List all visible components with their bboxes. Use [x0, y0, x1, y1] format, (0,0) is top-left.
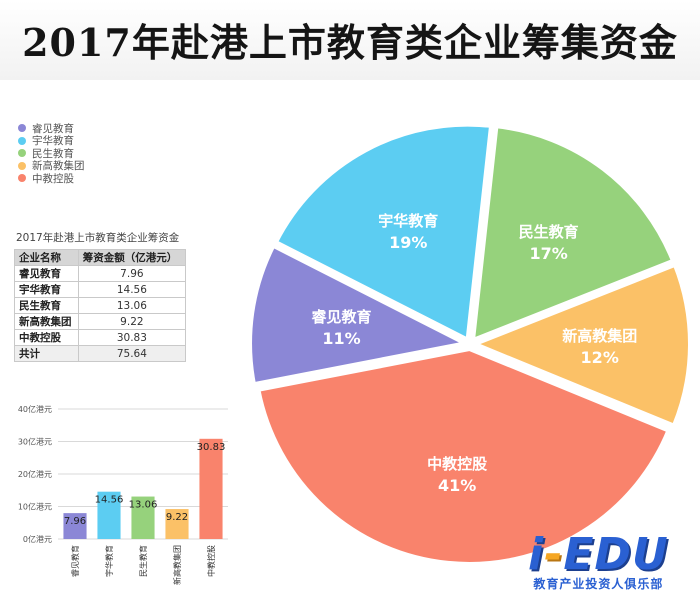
table-cell-amount: 7.96: [77, 265, 187, 282]
table-row: 中教控股 30.83: [14, 329, 187, 346]
legend-label: 新高教集团: [32, 160, 85, 173]
table-caption: 2017年赴港上市教育类企业筹资金: [16, 232, 180, 244]
pie-slice-percent: 41%: [438, 476, 476, 495]
legend-swatch: [18, 124, 26, 133]
legend-swatch: [18, 149, 26, 158]
bar-value-label: 13.06: [129, 500, 158, 511]
column-header-company: 企业名称: [14, 249, 79, 266]
legend-swatch: [18, 161, 26, 170]
bar-y-tick-label: 10亿港元: [18, 502, 52, 512]
pie-slice: [470, 124, 676, 344]
bar-chart: 0亿港元 10亿港元 20亿港元 30亿港元 40亿港元 7.96 睿见教育 14.56 宇华教…: [18, 404, 228, 585]
bar-value-label: 9.22: [166, 512, 188, 523]
table-cell-company: 共计: [14, 345, 79, 362]
table-header-row: 企业名称 筹资金额（亿港元）: [14, 249, 187, 266]
funding-table: 企业名称 筹资金额（亿港元） 睿见教育 7.96 宇华教育 14.56 民生教育…: [14, 249, 187, 362]
page-title: 2017年赴港上市教育类企业筹集资金: [22, 20, 678, 65]
legend-label: 中教控股: [32, 172, 74, 185]
table-cell-company: 民生教育: [14, 297, 79, 314]
pie-slice: [248, 243, 472, 387]
legend-item: 中教控股: [18, 172, 85, 185]
table-cell-amount: 9.22: [77, 313, 187, 330]
pie-slice-percent: 19%: [389, 233, 427, 252]
table-cell-amount: 75.64: [77, 345, 187, 362]
table-row: 睿见教育 7.96: [14, 265, 187, 282]
table-row: 新高教集团 9.22: [14, 313, 187, 330]
legend-item: 新高教集团: [18, 160, 85, 173]
table-cell-company: 宇华教育: [14, 281, 79, 298]
bar-value-label: 14.56: [95, 495, 124, 506]
bar-y-tick-label: 0亿港元: [23, 534, 52, 544]
pie-chart: 中教控股 41% 睿见教育 11% 宇华教育 19% 民生教育 17% 新高教集团 12%: [248, 122, 692, 566]
iedu-logo: i-EDU 教育产业投资人俱乐部: [528, 533, 669, 592]
pie-slice-name: 宇华教育: [378, 212, 438, 230]
legend-swatch: [18, 174, 26, 183]
bar: [97, 491, 121, 539]
logo-letters-edu: EDU: [563, 529, 669, 580]
bar: [131, 496, 155, 539]
table-row: 民生教育 13.06: [14, 297, 187, 314]
bar-category-label: 新高教集团: [172, 545, 182, 585]
bar-y-tick-label: 20亿港元: [18, 469, 52, 479]
legend-label: 民生教育: [32, 147, 74, 160]
logo-subtitle: 教育产业投资人俱乐部: [533, 577, 664, 591]
pie-slice: [273, 122, 494, 343]
logo-letter-i: i: [528, 529, 545, 580]
table-cell-company: 中教控股: [14, 329, 79, 346]
pie-slice-name: 新高教集团: [562, 327, 637, 345]
table-cell-amount: 13.06: [77, 297, 187, 314]
legend-item: 睿见教育: [18, 122, 85, 135]
bar-value-label: 30.83: [197, 442, 226, 453]
bar-category-label: 睿见教育: [70, 545, 80, 577]
pie-slice-percent: 12%: [581, 348, 619, 367]
bar-value-label: 7.96: [64, 516, 86, 527]
bar-y-tick-label: 40亿港元: [18, 404, 52, 414]
bar-category-label: 中教控股: [206, 545, 216, 577]
bar: [199, 438, 223, 539]
bar-category-label: 宇华教育: [104, 545, 114, 577]
logo-wordmark: i-EDU: [528, 533, 669, 577]
logo-dash: -: [544, 529, 564, 580]
column-header-amount: 筹资金额（亿港元）: [77, 249, 187, 266]
pie-slice: [256, 346, 672, 566]
bar-category-label: 民生教育: [138, 545, 148, 577]
legend-item: 宇华教育: [18, 135, 85, 148]
bar: [165, 509, 189, 539]
pie-slice-name: 民生教育: [519, 223, 579, 241]
legend: 睿见教育 宇华教育 民生教育 新高教集团 中教控股: [18, 122, 85, 185]
pie-slice-percent: 17%: [530, 244, 568, 263]
table-total-row: 共计 75.64: [14, 345, 187, 362]
table-cell-company: 新高教集团: [14, 313, 79, 330]
pie-slice-percent: 11%: [322, 329, 360, 348]
legend-swatch: [18, 136, 26, 145]
table-cell-amount: 14.56: [77, 281, 187, 298]
bar: [63, 513, 87, 539]
legend-label: 睿见教育: [32, 122, 74, 135]
pie-slice-name: 中教控股: [427, 455, 488, 473]
pie-slice-name: 睿见教育: [312, 308, 372, 326]
bar-y-tick-label: 30亿港元: [18, 437, 52, 447]
legend-item: 民生教育: [18, 147, 85, 160]
pie-slice: [469, 262, 692, 429]
table-cell-amount: 30.83: [77, 329, 187, 346]
title-band: [0, 0, 700, 80]
table-cell-company: 睿见教育: [14, 265, 79, 282]
table-row: 宇华教育 14.56: [14, 281, 187, 298]
legend-label: 宇华教育: [32, 135, 74, 148]
